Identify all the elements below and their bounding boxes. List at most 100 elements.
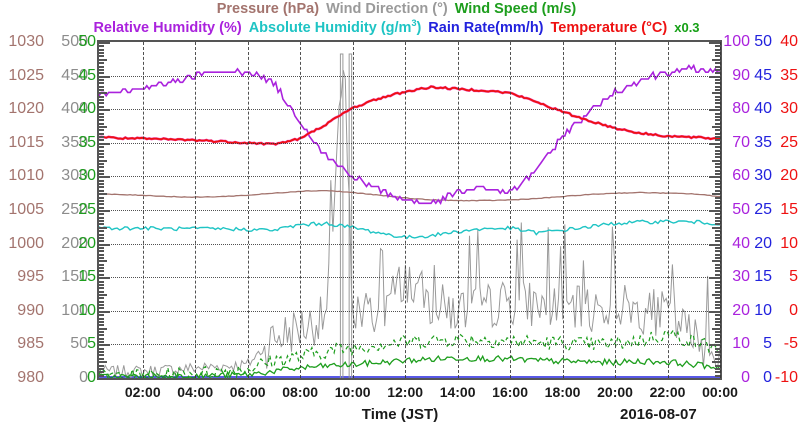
- gridline-h-2: [99, 109, 720, 111]
- axis-minor-tick-l-63: [99, 253, 104, 256]
- axis-minor-tick-l-38: [99, 169, 104, 172]
- axis-minor-tick-l-25: [99, 126, 107, 128]
- axis-minor-tick-l-39: [99, 173, 104, 176]
- series-temperature: [99, 85, 720, 146]
- axis-minor-tick-r-15: [712, 92, 720, 95]
- axis-minor-tick-r-75: [712, 294, 720, 296]
- axis-minor-tick-l-9: [99, 72, 104, 75]
- axis-minor-tick-r-50: [709, 210, 720, 212]
- tick-label-temperature-1: 35: [780, 66, 798, 84]
- axis-minor-tick-l-18: [99, 102, 104, 105]
- gridline-v-12:00: [405, 42, 407, 378]
- gridline-h-4: [99, 176, 720, 178]
- tick-label-pressure-9: 985: [17, 335, 44, 353]
- axis-minor-tick-l-100: [99, 378, 110, 380]
- tick-label-pressure-2: 1020: [8, 100, 44, 118]
- axis-minor-tick-l-67: [99, 267, 104, 270]
- axis-minor-tick-l-74: [99, 290, 104, 293]
- axis-minor-tick-r-74: [715, 290, 720, 293]
- axis-minor-tick-r-69: [715, 273, 720, 276]
- axis-minor-tick-r-55: [712, 226, 720, 229]
- tick-label-wind-direction-3: 350: [61, 133, 88, 151]
- tick-label-wind-direction-5: 250: [61, 201, 88, 218]
- axis-minor-tick-r-88: [715, 337, 720, 340]
- axis-minor-tick-r-45: [712, 193, 720, 196]
- axis-minor-tick-r-91: [715, 347, 720, 350]
- axis-minor-tick-r-47: [715, 199, 720, 202]
- tick-label-rain-rate-7: 15: [754, 268, 772, 286]
- axis-minor-tick-l-47: [99, 199, 104, 202]
- gridline-v-16:00: [510, 42, 512, 378]
- axis-minor-tick-r-2: [715, 48, 720, 51]
- axis-minor-tick-r-41: [715, 179, 720, 182]
- axis-minor-tick-l-93: [99, 354, 104, 357]
- axis-minor-tick-l-31: [99, 146, 104, 149]
- axis-minor-tick-r-73: [715, 287, 720, 290]
- axis-minor-tick-l-59: [99, 240, 104, 243]
- axis-minor-tick-l-32: [99, 149, 104, 152]
- x-tick-20:00: 20:00: [597, 384, 633, 400]
- axis-minor-tick-r-95: [712, 361, 720, 364]
- axis-minor-tick-r-1: [715, 45, 720, 48]
- axis-minor-tick-r-25: [712, 126, 720, 128]
- axis-minor-tick-r-58: [715, 236, 720, 239]
- axis-minor-tick-r-39: [715, 173, 720, 176]
- axis-minor-tick-r-48: [715, 203, 720, 206]
- axis-minor-tick-r-89: [715, 341, 720, 344]
- tick-label-temperature-8: 0: [789, 301, 798, 319]
- gridline-h-9: [99, 344, 720, 346]
- legend-wind-speed: Wind Speed (m/s): [454, 1, 577, 17]
- axis-minor-tick-l-94: [99, 357, 104, 360]
- axis-minor-tick-l-97: [99, 367, 104, 370]
- axis-minor-tick-r-66: [715, 263, 720, 266]
- axis-minor-tick-l-51: [99, 213, 104, 216]
- tick-label-wind-direction-2: 400: [61, 100, 88, 118]
- axis-minor-tick-l-46: [99, 196, 104, 199]
- axis-minor-tick-r-54: [715, 223, 720, 226]
- x-tick-22:00: 22:00: [649, 384, 686, 400]
- axis-minor-tick-r-67: [715, 267, 720, 270]
- tick-label-wind-direction-10: 0: [79, 369, 88, 386]
- legend-wind-direction: Wind Direction (°): [326, 1, 448, 17]
- axis-minor-tick-l-77: [99, 300, 104, 303]
- axis-minor-tick-r-17: [715, 99, 720, 102]
- tick-label-wind-speed-7: 15: [78, 268, 96, 286]
- tick-label-pressure-6: 1000: [8, 234, 44, 252]
- axis-minor-tick-r-40: [709, 176, 720, 179]
- axis-minor-tick-r-70: [709, 277, 720, 280]
- axis-minor-tick-r-22: [715, 115, 720, 118]
- axis-minor-tick-r-99: [715, 374, 720, 377]
- data-series-layer: [99, 53, 720, 378]
- legend-row-1: Pressure (hPa) Wind Direction (°) Wind Spe…: [0, 1, 800, 17]
- legend-row-2: Relative Humidity (%) Absolute Humidity (…: [0, 18, 800, 36]
- tick-label-pressure-1: 1025: [8, 66, 44, 84]
- axis-minor-tick-r-83: [715, 320, 720, 323]
- tick-label-pressure-10: 980: [17, 369, 44, 386]
- axis-minor-tick-l-17: [99, 99, 104, 102]
- axis-minor-tick-r-0: [709, 42, 720, 44]
- axis-minor-tick-l-10: [99, 75, 110, 78]
- axis-minor-tick-l-8: [99, 68, 104, 71]
- legend-scale-note: x0.3: [674, 19, 700, 35]
- axis-minor-tick-l-54: [99, 223, 104, 226]
- axis-minor-tick-l-29: [99, 139, 104, 142]
- axis-minor-tick-l-44: [99, 189, 104, 192]
- axis-minor-tick-r-49: [715, 206, 720, 209]
- axis-minor-tick-r-56: [715, 230, 720, 233]
- axis-minor-tick-r-53: [715, 220, 720, 223]
- axis-minor-tick-r-100: [709, 378, 720, 380]
- axis-minor-tick-l-50: [99, 210, 110, 212]
- axis-minor-tick-l-98: [99, 371, 104, 374]
- axis-minor-tick-r-4: [715, 55, 720, 58]
- tick-label-pressure-7: 995: [17, 268, 44, 286]
- tick-label-wind-direction-6: 200: [61, 234, 88, 252]
- axis-minor-tick-r-35: [712, 159, 720, 162]
- axis-minor-tick-r-27: [715, 132, 720, 135]
- plot-area: [97, 40, 722, 380]
- axis-minor-tick-l-91: [99, 347, 104, 350]
- tick-label-relative-humidity-3: 70: [732, 133, 750, 151]
- axis-minor-tick-l-20: [99, 109, 110, 112]
- axis-minor-tick-r-20: [709, 109, 720, 112]
- axis-minor-tick-l-49: [99, 206, 104, 209]
